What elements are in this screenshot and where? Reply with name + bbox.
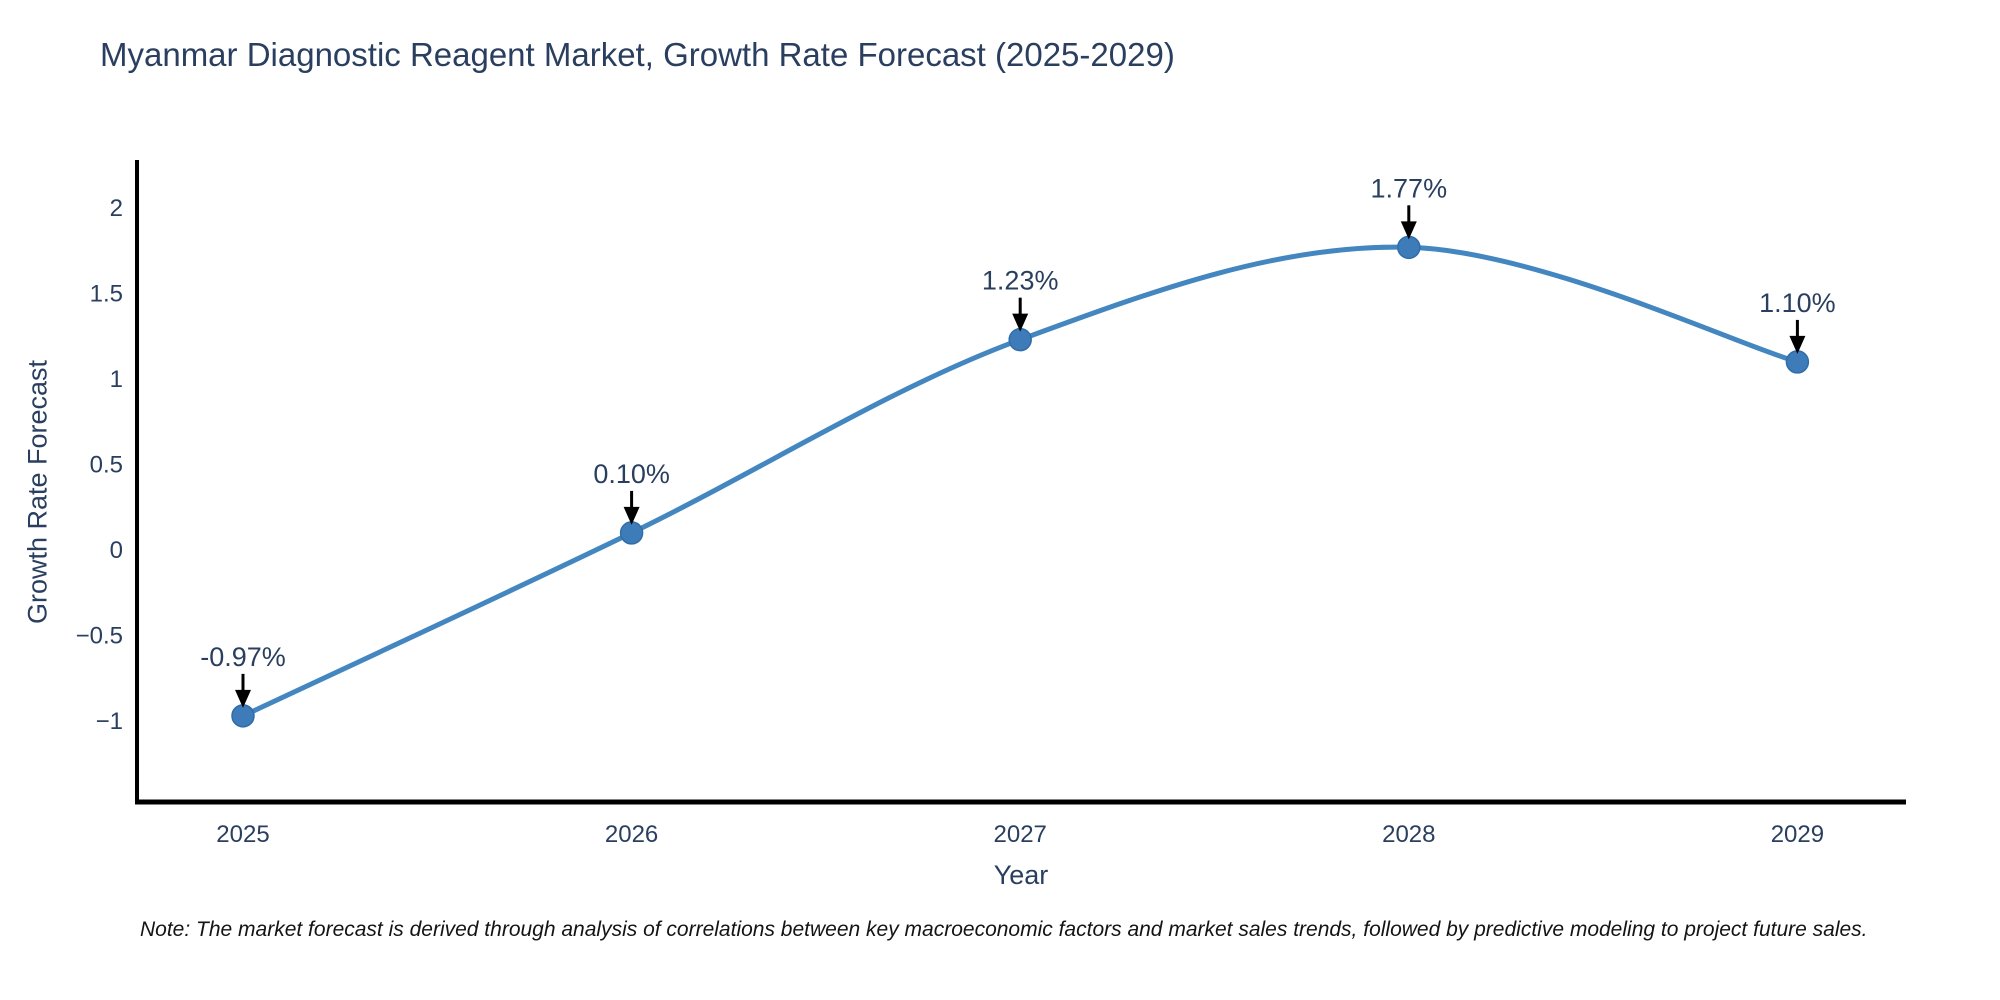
data-point-label: 0.10% <box>593 459 670 489</box>
data-point-label: 1.23% <box>982 266 1059 296</box>
y-tick-label: 2 <box>110 195 123 222</box>
data-point-label: 1.10% <box>1759 288 1836 318</box>
footnote-text: Note: The market forecast is derived thr… <box>140 918 1868 941</box>
x-tick-label: 2028 <box>1382 821 1435 848</box>
x-tick-label: 2025 <box>216 821 269 848</box>
annotation-arrowhead-icon <box>235 689 251 708</box>
annotation-arrowhead-icon <box>1400 221 1417 240</box>
x-tick-label: 2027 <box>994 821 1047 848</box>
y-tick-label: 0 <box>110 537 123 564</box>
x-tick-label: 2026 <box>605 821 658 848</box>
data-point-marker[interactable] <box>231 704 255 728</box>
y-tick-label: 1 <box>110 366 123 393</box>
y-tick-label: 1.5 <box>90 281 123 308</box>
data-point-marker[interactable] <box>1785 350 1810 374</box>
x-tick-label: 2029 <box>1771 821 1824 848</box>
data-point-marker[interactable] <box>1008 327 1032 352</box>
annotation-arrowhead-icon <box>623 506 640 525</box>
x-axis-title: Year <box>993 860 1049 890</box>
data-point-marker[interactable] <box>619 521 644 545</box>
data-point-marker[interactable] <box>1397 235 1421 260</box>
y-tick-label: 0.5 <box>90 452 123 479</box>
data-point-label: -0.97% <box>200 642 286 672</box>
data-point-label: 1.77% <box>1371 173 1448 203</box>
chart-title: Myanmar Diagnostic Reagent Market, Growt… <box>100 36 1175 73</box>
annotation-arrowhead-icon <box>1789 335 1806 354</box>
y-tick-label: −0.5 <box>76 623 123 650</box>
y-tick-label: −1 <box>96 708 123 735</box>
annotation-arrowhead-icon <box>1012 313 1029 332</box>
